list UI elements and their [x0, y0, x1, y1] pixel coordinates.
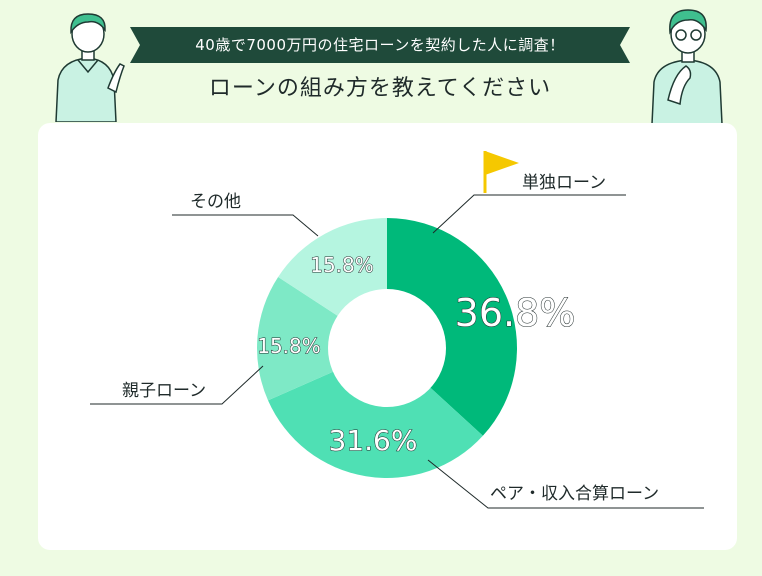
leader-line-other	[172, 214, 319, 237]
slice-parent-child	[257, 276, 387, 401]
category-label-other: その他	[190, 192, 241, 212]
header-banner: 40歳で7000万円の住宅ローンを契約した人に調査！	[130, 27, 630, 63]
donut-chart: 単独ローン ペア・収入合算ローン 親子ローン その他 36.8% 31.6% 1…	[90, 151, 704, 509]
category-label-pair: ペア・収入合算ローン	[490, 484, 659, 504]
category-label-single: 単独ローン	[522, 173, 606, 193]
leader-line-pair	[427, 459, 704, 509]
page-title: ローンの組み方を教えてください	[208, 76, 552, 101]
banner-ribbon	[130, 27, 630, 63]
value-label-single: 36.8%	[455, 291, 576, 335]
value-label-other: 15.8%	[310, 253, 374, 277]
slice-single	[387, 218, 517, 436]
value-label-pair: 31.6%	[329, 424, 418, 457]
slice-pair	[268, 348, 483, 478]
leader-line-parent-child	[90, 365, 264, 405]
donut-hole	[328, 289, 446, 407]
person-thinking-icon	[651, 9, 723, 124]
flag-icon	[483, 151, 519, 193]
person-pointing-icon	[55, 13, 125, 122]
leader-line-single	[432, 194, 626, 234]
category-label-parent-child: 親子ローン	[122, 381, 206, 401]
value-label-parent-child: 15.8%	[257, 334, 321, 358]
chart-card: 単独ローン ペア・収入合算ローン 親子ローン その他 36.8% 31.6% 1…	[38, 123, 737, 550]
banner-title: 40歳で7000万円の住宅ローンを契約した人に調査！	[195, 36, 565, 54]
